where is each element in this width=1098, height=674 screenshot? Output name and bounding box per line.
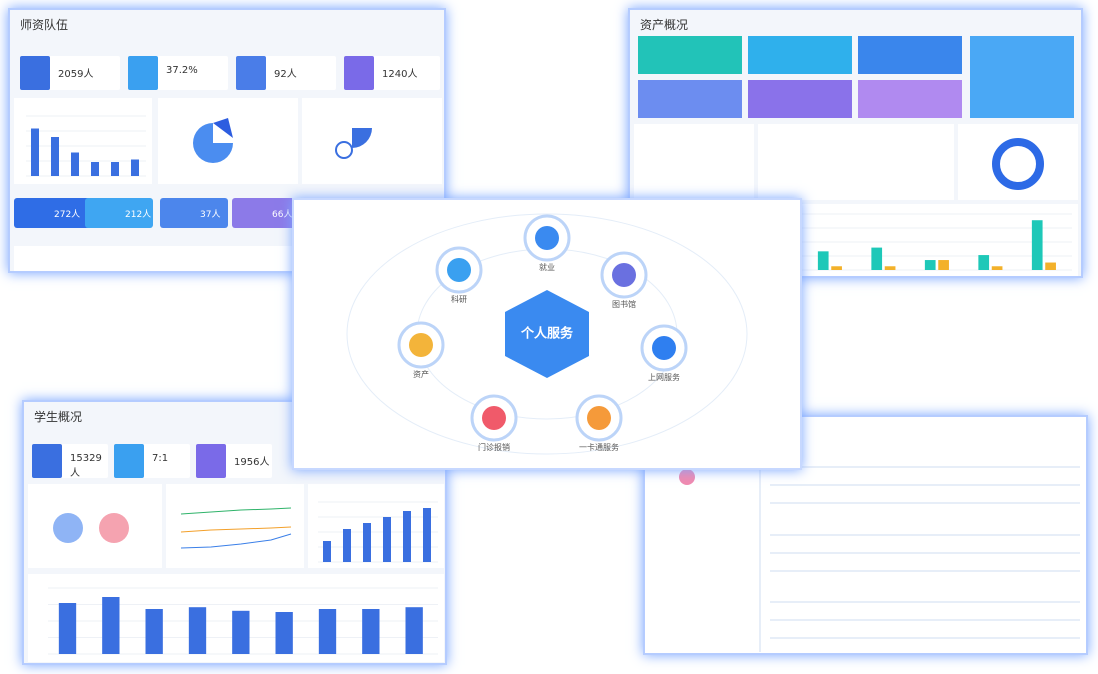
- service-panel: 个人服务 就业图书馆上网服务一卡通服务 门诊报销 资产 科研: [292, 198, 802, 470]
- service-label: 一卡通服务: [579, 442, 619, 452]
- service-label: 资产: [413, 369, 429, 379]
- bar: [51, 137, 59, 176]
- service-icon: [409, 333, 433, 357]
- bar: [991, 266, 1003, 270]
- stat: 212人: [125, 210, 152, 220]
- stat: 272人: [54, 210, 81, 220]
- bar: [31, 128, 39, 176]
- bar: [91, 162, 99, 176]
- bar-chart: [308, 484, 444, 568]
- service-icon: [447, 258, 471, 282]
- bar: [188, 607, 207, 654]
- bar: [111, 162, 119, 176]
- service-label: 门诊报销: [478, 442, 510, 452]
- stat: 92人: [274, 69, 297, 80]
- stat: 37人: [200, 210, 221, 220]
- stat: 1956人: [234, 457, 270, 468]
- bar: [871, 247, 883, 270]
- bar: [362, 609, 380, 654]
- bar: [817, 251, 829, 270]
- stat-card: 2059人: [20, 56, 120, 90]
- bar: [383, 517, 391, 562]
- pie-box: [302, 98, 442, 184]
- bar: [232, 610, 250, 654]
- bar: [71, 152, 79, 176]
- stat-card: 1956人: [196, 444, 272, 478]
- bar: [102, 597, 120, 654]
- stat-card: 66人: [232, 198, 300, 228]
- service-label: 上网服务: [648, 372, 680, 382]
- service-icon: [612, 263, 636, 287]
- stat: 7:1: [152, 453, 169, 464]
- service-label: 就业: [539, 262, 555, 272]
- panel-title: 学生概况: [34, 410, 83, 424]
- center-label: 个人服务: [520, 326, 574, 342]
- bar: [405, 607, 423, 654]
- bar-chart: [14, 98, 152, 184]
- bar: [323, 541, 331, 562]
- pie-box: [158, 98, 298, 184]
- service-icon: [652, 336, 676, 360]
- bar: [145, 609, 163, 654]
- student-panel: 学生概况 15329人 7:1 1956人: [22, 400, 447, 665]
- stat: 15329人: [70, 453, 102, 479]
- bar: [978, 255, 990, 270]
- bar: [831, 266, 842, 270]
- bar: [1031, 220, 1043, 270]
- service-icon: [587, 406, 611, 430]
- panel-title: 资产概况: [640, 18, 689, 32]
- bar: [131, 159, 139, 176]
- service-label: 科研: [451, 294, 467, 304]
- stat: 1240人: [382, 69, 418, 80]
- stat-card: 37.2%: [128, 56, 228, 90]
- panel-title: 师资队伍: [20, 18, 69, 32]
- bar: [1045, 262, 1056, 270]
- stat-card: 37人: [160, 198, 228, 228]
- bar: [423, 508, 431, 562]
- bar: [938, 260, 949, 270]
- bar-chart: [28, 574, 444, 662]
- service-icon: [482, 406, 506, 430]
- stat-card: 212人: [85, 198, 153, 228]
- bar: [884, 266, 896, 270]
- bar: [363, 523, 371, 562]
- service-icon: [535, 226, 559, 250]
- bar: [58, 603, 77, 654]
- stat-card: 1240人: [344, 56, 440, 90]
- stat-card: 15329人: [32, 444, 108, 479]
- stat-card: 7:1: [114, 444, 190, 478]
- stat: 66人: [272, 210, 293, 220]
- bar: [275, 612, 293, 654]
- teacher-panel: 师资队伍 2059人 37.2% 92人 1240人 272人 212人 37人…: [8, 8, 446, 273]
- bar: [343, 529, 351, 562]
- bar: [403, 511, 411, 562]
- service-label: 图书馆: [612, 299, 636, 309]
- stat: 2059人: [58, 69, 94, 80]
- stat-card: 92人: [236, 56, 336, 90]
- stat: 37.2%: [166, 65, 198, 76]
- bar: [924, 260, 936, 270]
- bar: [318, 609, 337, 654]
